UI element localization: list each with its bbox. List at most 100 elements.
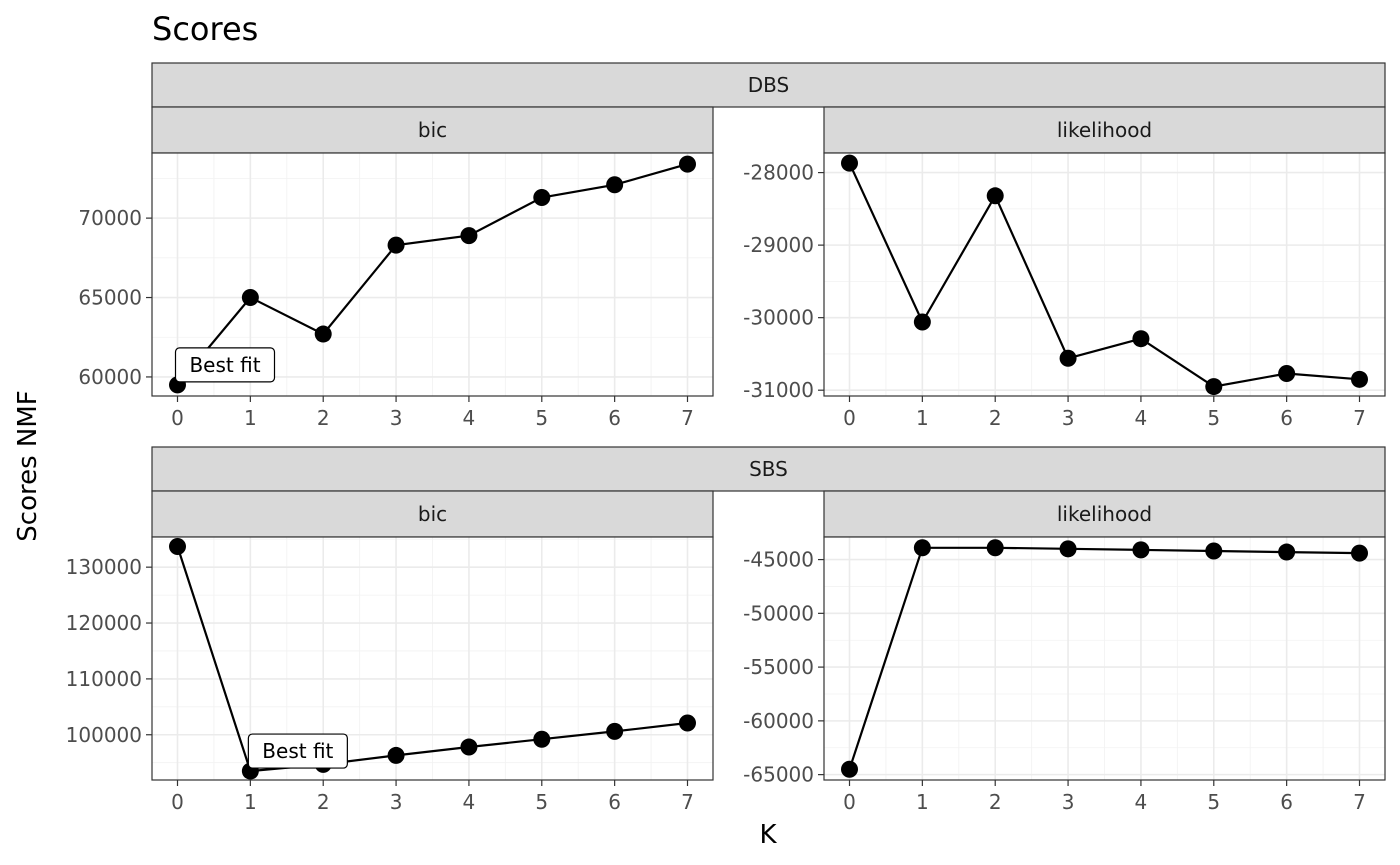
panel-strip-label: likelihood [1057, 118, 1152, 142]
x-tick-label: 0 [843, 790, 856, 814]
data-point [606, 176, 624, 194]
data-point [679, 714, 696, 732]
data-point [314, 325, 332, 343]
panel-strip-label: likelihood [1057, 502, 1152, 526]
data-point [387, 236, 405, 254]
y-tick-label: 130000 [66, 555, 142, 579]
data-point [460, 227, 478, 245]
data-point [1205, 542, 1223, 560]
y-tick-label: -50000 [743, 601, 814, 625]
x-tick-label: 3 [1062, 790, 1075, 814]
x-tick-label: 4 [1135, 406, 1148, 430]
data-point [241, 289, 259, 307]
data-point [533, 730, 551, 748]
series-line [176, 163, 688, 386]
y-tick-label: 110000 [66, 667, 142, 691]
data-point [986, 539, 1004, 557]
y-axis-title: Scores NMF [13, 390, 43, 541]
best-fit-label-box [247, 733, 348, 769]
data-point [1059, 540, 1077, 558]
y-tick-label: 60000 [78, 365, 142, 389]
x-tick-label: 3 [390, 406, 403, 430]
data-point [1059, 349, 1077, 367]
data-point [913, 313, 931, 331]
panel-strip-label: bic [418, 118, 447, 142]
x-tick-label: 0 [843, 406, 856, 430]
data-point [1351, 544, 1368, 562]
y-tick-label: 65000 [78, 286, 142, 310]
y-tick-label: -31000 [743, 378, 814, 402]
x-tick-label: 4 [1135, 790, 1148, 814]
y-tick-label: 70000 [78, 206, 142, 230]
x-tick-label: 5 [1207, 406, 1220, 430]
data-point [913, 539, 931, 557]
y-tick-label: -29000 [743, 233, 814, 257]
group-strip-box [151, 446, 1386, 492]
x-tick-label: 6 [608, 790, 621, 814]
data-point [986, 187, 1004, 205]
panel-border [823, 152, 1386, 397]
group-strip-box [151, 62, 1386, 108]
panel-strip-box [823, 106, 1386, 154]
data-point [679, 155, 696, 173]
y-tick-label: -45000 [743, 548, 814, 572]
panel-strip-box [823, 490, 1386, 538]
group-strip-label: DBS [748, 73, 789, 97]
x-tick-label: 0 [171, 790, 184, 814]
x-axis-title: K [759, 820, 777, 850]
data-point [1278, 365, 1296, 383]
y-tick-label: -65000 [743, 763, 814, 787]
x-tick-label: 7 [681, 406, 694, 430]
series-line [848, 162, 1360, 388]
data-point [1205, 378, 1223, 396]
panel-strip-box [151, 106, 714, 154]
best-fit-label-box [174, 347, 276, 383]
panel-border [151, 152, 714, 397]
x-tick-label: 7 [1353, 406, 1366, 430]
best-fit-label: Best fit [262, 739, 333, 763]
series-line [176, 546, 688, 773]
x-tick-label: 5 [535, 406, 548, 430]
x-tick-label: 5 [1207, 790, 1220, 814]
data-point [169, 537, 186, 555]
x-tick-label: 1 [916, 790, 929, 814]
x-tick-label: 4 [463, 406, 476, 430]
panel-sbs-likelihood: likelihood -65000 -60000 -55000 -50000 -45000… [743, 490, 1386, 814]
panel-border [823, 536, 1386, 781]
data-point [460, 738, 478, 756]
x-tick-label: 7 [681, 790, 694, 814]
x-tick-label: 6 [1280, 790, 1293, 814]
x-tick-label: 2 [989, 406, 1002, 430]
x-tick-label: 6 [608, 406, 621, 430]
x-tick-label: 5 [535, 790, 548, 814]
data-point [1132, 330, 1150, 348]
y-tick-label: 120000 [66, 611, 142, 635]
data-point [533, 188, 551, 206]
x-tick-label: 0 [171, 406, 184, 430]
data-point [387, 746, 405, 764]
data-point [1132, 541, 1150, 559]
panel-dbs-likelihood: likelihood -31000 -30000 -29000 -28000 0 1 2 3 4 5… [743, 106, 1386, 430]
y-tick-label: -30000 [743, 306, 814, 330]
x-tick-label: 1 [244, 790, 257, 814]
y-tick-label: -55000 [743, 655, 814, 679]
y-tick-label: -60000 [743, 709, 814, 733]
data-point [841, 154, 858, 172]
x-tick-label: 2 [317, 406, 330, 430]
chart-title: Scores [152, 10, 258, 48]
x-tick-label: 3 [390, 790, 403, 814]
x-tick-label: 2 [317, 790, 330, 814]
facet-group-sbs: SBS bic Best fit 100000 110000 120000 130000 0 1… [66, 446, 1386, 814]
best-fit-label: Best fit [189, 353, 260, 377]
x-tick-label: 4 [463, 790, 476, 814]
series-line [848, 546, 1360, 770]
x-tick-label: 7 [1353, 790, 1366, 814]
facet-group-dbs: DBS bic Best fit 60000 65000 70000 0 1 2 3 4 5 6 7 lik… [78, 62, 1386, 430]
x-tick-label: 1 [244, 406, 257, 430]
data-point [1278, 543, 1296, 561]
panel-sbs-bic: bic Best fit 100000 110000 120000 130000 0 1 2 3 4… [66, 490, 714, 814]
panel-strip-label: bic [418, 502, 447, 526]
x-tick-label: 6 [1280, 406, 1293, 430]
